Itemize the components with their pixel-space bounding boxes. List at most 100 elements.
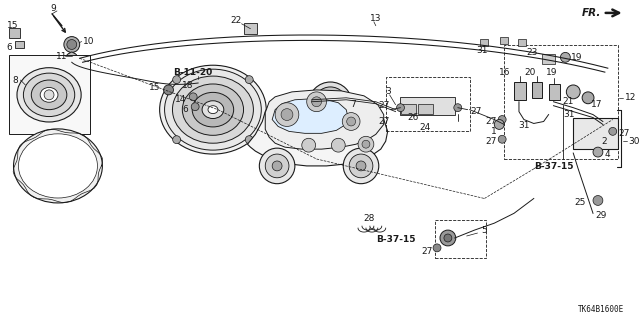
- Text: 26: 26: [408, 113, 419, 122]
- Bar: [481, 39, 488, 47]
- Ellipse shape: [19, 134, 97, 198]
- Text: B-37-15: B-37-15: [376, 235, 415, 244]
- Ellipse shape: [172, 76, 253, 143]
- Text: 27: 27: [485, 117, 496, 126]
- Circle shape: [440, 230, 456, 246]
- Circle shape: [609, 127, 617, 135]
- Circle shape: [67, 40, 77, 49]
- Bar: [500, 37, 508, 44]
- Text: 31: 31: [518, 121, 530, 130]
- Ellipse shape: [13, 129, 102, 203]
- Circle shape: [191, 79, 197, 85]
- Circle shape: [189, 93, 197, 101]
- Text: 19: 19: [546, 68, 557, 77]
- Circle shape: [173, 136, 180, 144]
- Text: 6: 6: [6, 43, 12, 52]
- Circle shape: [342, 113, 360, 130]
- Circle shape: [358, 136, 374, 152]
- Polygon shape: [265, 90, 384, 149]
- Text: 7: 7: [350, 100, 356, 109]
- Bar: [514, 82, 526, 100]
- Bar: [386, 77, 470, 131]
- Bar: [573, 117, 618, 149]
- Text: 31: 31: [563, 110, 575, 119]
- Circle shape: [67, 52, 77, 62]
- Circle shape: [593, 147, 603, 157]
- Circle shape: [64, 37, 79, 52]
- Text: 12: 12: [625, 93, 636, 102]
- Text: 30: 30: [628, 137, 640, 146]
- Circle shape: [259, 148, 295, 184]
- Text: 15: 15: [6, 21, 18, 30]
- Text: 5: 5: [481, 226, 487, 234]
- Text: FR.: FR.: [582, 8, 601, 18]
- Circle shape: [332, 138, 345, 152]
- Circle shape: [561, 52, 570, 62]
- Circle shape: [164, 85, 173, 95]
- Bar: [15, 41, 24, 48]
- Ellipse shape: [159, 65, 266, 154]
- Circle shape: [498, 135, 506, 143]
- Text: 21: 21: [563, 97, 574, 106]
- Circle shape: [275, 103, 299, 126]
- Circle shape: [191, 103, 199, 111]
- Circle shape: [44, 90, 54, 100]
- Circle shape: [302, 138, 316, 152]
- Text: 24: 24: [420, 123, 431, 132]
- Text: 1: 1: [492, 127, 497, 136]
- Ellipse shape: [40, 87, 58, 102]
- Text: 23: 23: [526, 48, 538, 57]
- Circle shape: [356, 161, 366, 171]
- Polygon shape: [67, 52, 76, 63]
- Text: 28: 28: [363, 214, 374, 223]
- Text: 8: 8: [13, 76, 19, 85]
- Bar: [419, 104, 433, 114]
- Circle shape: [349, 154, 373, 178]
- Ellipse shape: [202, 101, 224, 119]
- Circle shape: [245, 136, 253, 144]
- Text: 27: 27: [485, 137, 496, 146]
- Circle shape: [307, 92, 326, 112]
- Bar: [518, 39, 526, 47]
- Bar: [8, 56, 90, 134]
- Bar: [532, 82, 541, 98]
- Text: 18: 18: [182, 81, 193, 91]
- Text: 2: 2: [601, 137, 607, 146]
- Text: 25: 25: [575, 198, 586, 207]
- Text: 16: 16: [499, 68, 510, 77]
- Polygon shape: [272, 99, 348, 133]
- Polygon shape: [248, 97, 388, 166]
- Text: 29: 29: [595, 211, 606, 220]
- Circle shape: [494, 120, 504, 130]
- Text: TK64B1600E: TK64B1600E: [578, 305, 624, 314]
- Bar: [244, 23, 257, 33]
- Circle shape: [265, 154, 289, 178]
- Ellipse shape: [164, 69, 261, 150]
- Circle shape: [326, 99, 335, 109]
- Text: 17: 17: [591, 100, 602, 109]
- Text: 27: 27: [378, 117, 390, 126]
- Text: 20: 20: [524, 68, 536, 77]
- Circle shape: [281, 109, 293, 121]
- Ellipse shape: [17, 68, 81, 122]
- Circle shape: [444, 234, 452, 242]
- Circle shape: [433, 244, 441, 252]
- Text: B-37-15: B-37-15: [534, 162, 573, 171]
- Text: 31: 31: [477, 46, 488, 55]
- Text: 15: 15: [149, 84, 161, 93]
- Text: 3: 3: [386, 87, 392, 96]
- Bar: [435, 220, 486, 258]
- Circle shape: [362, 140, 370, 148]
- Text: 27: 27: [378, 101, 390, 110]
- Text: B-11-20: B-11-20: [173, 68, 213, 77]
- Text: 9: 9: [50, 4, 56, 13]
- Ellipse shape: [182, 84, 244, 135]
- Circle shape: [272, 161, 282, 171]
- Ellipse shape: [192, 93, 234, 127]
- Text: 10: 10: [83, 37, 94, 46]
- Ellipse shape: [24, 73, 75, 116]
- Bar: [401, 97, 455, 115]
- Circle shape: [308, 82, 352, 125]
- Bar: [504, 46, 618, 159]
- Circle shape: [582, 92, 594, 104]
